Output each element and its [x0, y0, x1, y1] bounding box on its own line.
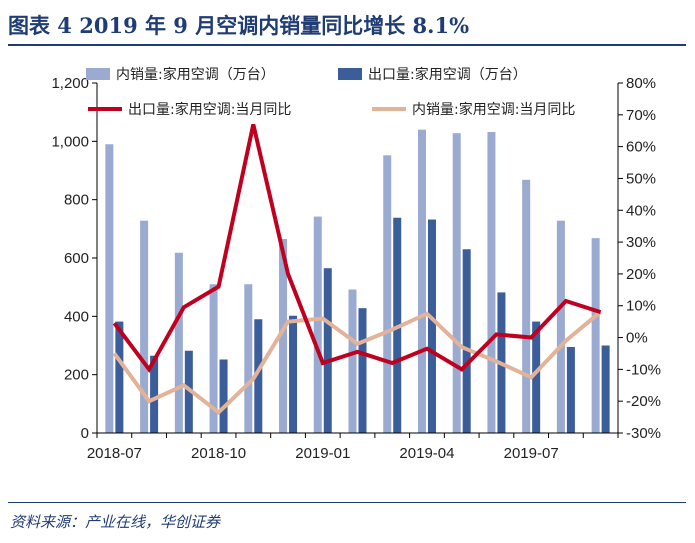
left-tick-label: 200 [64, 367, 89, 384]
domestic-sales-bar [522, 179, 531, 433]
export-volume-bar [427, 219, 436, 433]
legend-domestic-bar-label: 内销量:家用空调（万台） [116, 66, 275, 83]
right-tick-label: 0% [626, 330, 648, 347]
domestic-sales-bar [417, 129, 426, 433]
export-yoy-line [112, 123, 602, 374]
chart-title: 图表 4 2019 年 9 月空调内销量同比增长 8.1% [8, 13, 470, 38]
export-volume-bar [115, 321, 124, 433]
domestic-sales-bar [556, 220, 565, 433]
right-tick-label: 70% [626, 107, 656, 124]
domestic-sales-bar [174, 252, 183, 433]
export-volume-bar [254, 319, 263, 433]
right-tick-label: 60% [626, 139, 656, 156]
export-volume-bar [323, 268, 332, 433]
export-volume-bar [358, 308, 367, 433]
left-tick-label: 400 [64, 308, 89, 325]
x-tick-label: 2019-04 [399, 445, 454, 462]
export-volume-bar [150, 355, 159, 433]
right-tick-label: 10% [626, 298, 656, 315]
export-volume-bar [289, 315, 298, 433]
source-divider [8, 502, 686, 503]
x-tick-label: 2018-07 [87, 445, 142, 462]
left-tick-label: 800 [64, 192, 89, 209]
left-tick-label: 1,000 [51, 133, 89, 150]
x-tick-label: 2019-01 [295, 445, 350, 462]
domestic-sales-bar [313, 216, 322, 433]
domestic-sales-bar [279, 239, 288, 433]
left-tick-label: 1,200 [51, 75, 89, 92]
title-divider [8, 44, 686, 46]
right-tick-label: 50% [626, 170, 656, 187]
legend-domestic-bar-swatch [86, 68, 110, 80]
x-tick-label: 2019-07 [504, 445, 559, 462]
legend-export-bar-label: 出口量:家用空调（万台） [368, 66, 527, 83]
right-tick-label: 20% [626, 266, 656, 283]
left-tick-label: 600 [64, 250, 89, 267]
domestic-sales-bar [209, 284, 218, 433]
domestic-sales-bar [105, 144, 114, 433]
legend-export-bar-swatch [338, 68, 362, 80]
export-volume-bar [462, 249, 471, 433]
x-tick-label: 2018-10 [191, 445, 246, 462]
legend-domestic-yoy-label: 内销量:家用空调:当月同比 [412, 101, 575, 118]
domestic-sales-bar [452, 133, 461, 433]
source-note: 资料来源：产业在线，华创证券 [10, 513, 221, 531]
right-tick-label: -20% [626, 393, 661, 410]
right-tick-label: 40% [626, 202, 656, 219]
export-volume-bar [566, 346, 575, 433]
export-volume-bar [601, 345, 610, 433]
chart-area: 0 200 400 600 800 1,000 1,200 -30% -20% -10% 0% 10%… [51, 66, 661, 462]
export-volume-bar [184, 350, 193, 433]
domestic-sales-bar [591, 238, 600, 433]
right-tick-label: 80% [626, 75, 656, 92]
right-tick-label: -30% [626, 425, 661, 442]
legend-export-yoy-label: 出口量:家用空调:当月同比 [128, 101, 291, 118]
domestic-sales-bar [383, 155, 392, 433]
domestic-sales-bar [140, 220, 149, 433]
domestic-yoy-line [112, 310, 602, 415]
export-volume-bar [219, 359, 228, 433]
domestic-sales-bar [487, 132, 496, 433]
left-tick-label: 0 [81, 425, 89, 442]
right-tick-label: -10% [626, 361, 661, 378]
domestic-sales-bar [244, 284, 253, 433]
right-tick-label: 30% [626, 234, 656, 251]
export-volume-bar [532, 321, 541, 433]
domestic-sales-bar [348, 289, 357, 433]
